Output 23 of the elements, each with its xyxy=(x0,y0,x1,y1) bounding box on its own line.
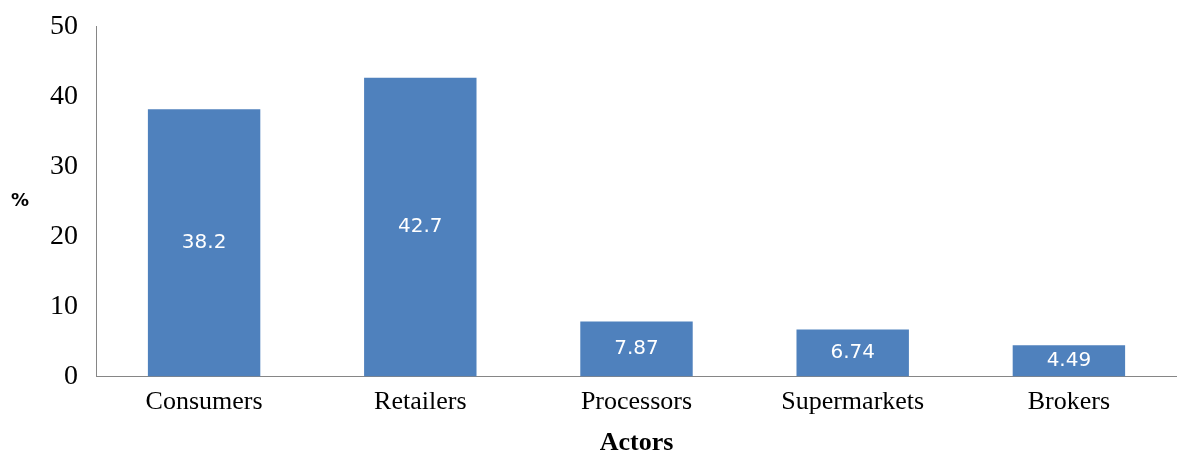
bar xyxy=(796,329,909,377)
data-label: 6.74 xyxy=(830,339,875,364)
y-tick-label: 30 xyxy=(50,149,78,181)
data-label: 4.49 xyxy=(1046,347,1092,372)
y-axis-title: % xyxy=(10,189,30,211)
x-tick-label: Processors xyxy=(580,386,693,416)
x-tick-label: Supermarkets xyxy=(781,386,925,416)
bar xyxy=(364,77,477,377)
bar xyxy=(580,321,693,377)
y-tick-label: 50 xyxy=(50,9,78,41)
y-tick-label: 20 xyxy=(50,219,78,251)
bar xyxy=(147,109,261,377)
y-tick-label: 0 xyxy=(64,358,78,390)
x-tick-label: Brokers xyxy=(1027,386,1111,416)
bar xyxy=(1012,345,1126,377)
x-tick-label: Retailers xyxy=(374,386,467,416)
y-tick-label: 40 xyxy=(50,79,78,111)
data-label: 38.2 xyxy=(181,229,227,254)
x-tick-label: Consumers xyxy=(145,386,263,416)
y-tick-label: 10 xyxy=(50,289,78,320)
data-label: 7.87 xyxy=(614,335,659,360)
data-label: 42.7 xyxy=(398,213,443,238)
x-axis-title: Actors xyxy=(599,427,674,457)
